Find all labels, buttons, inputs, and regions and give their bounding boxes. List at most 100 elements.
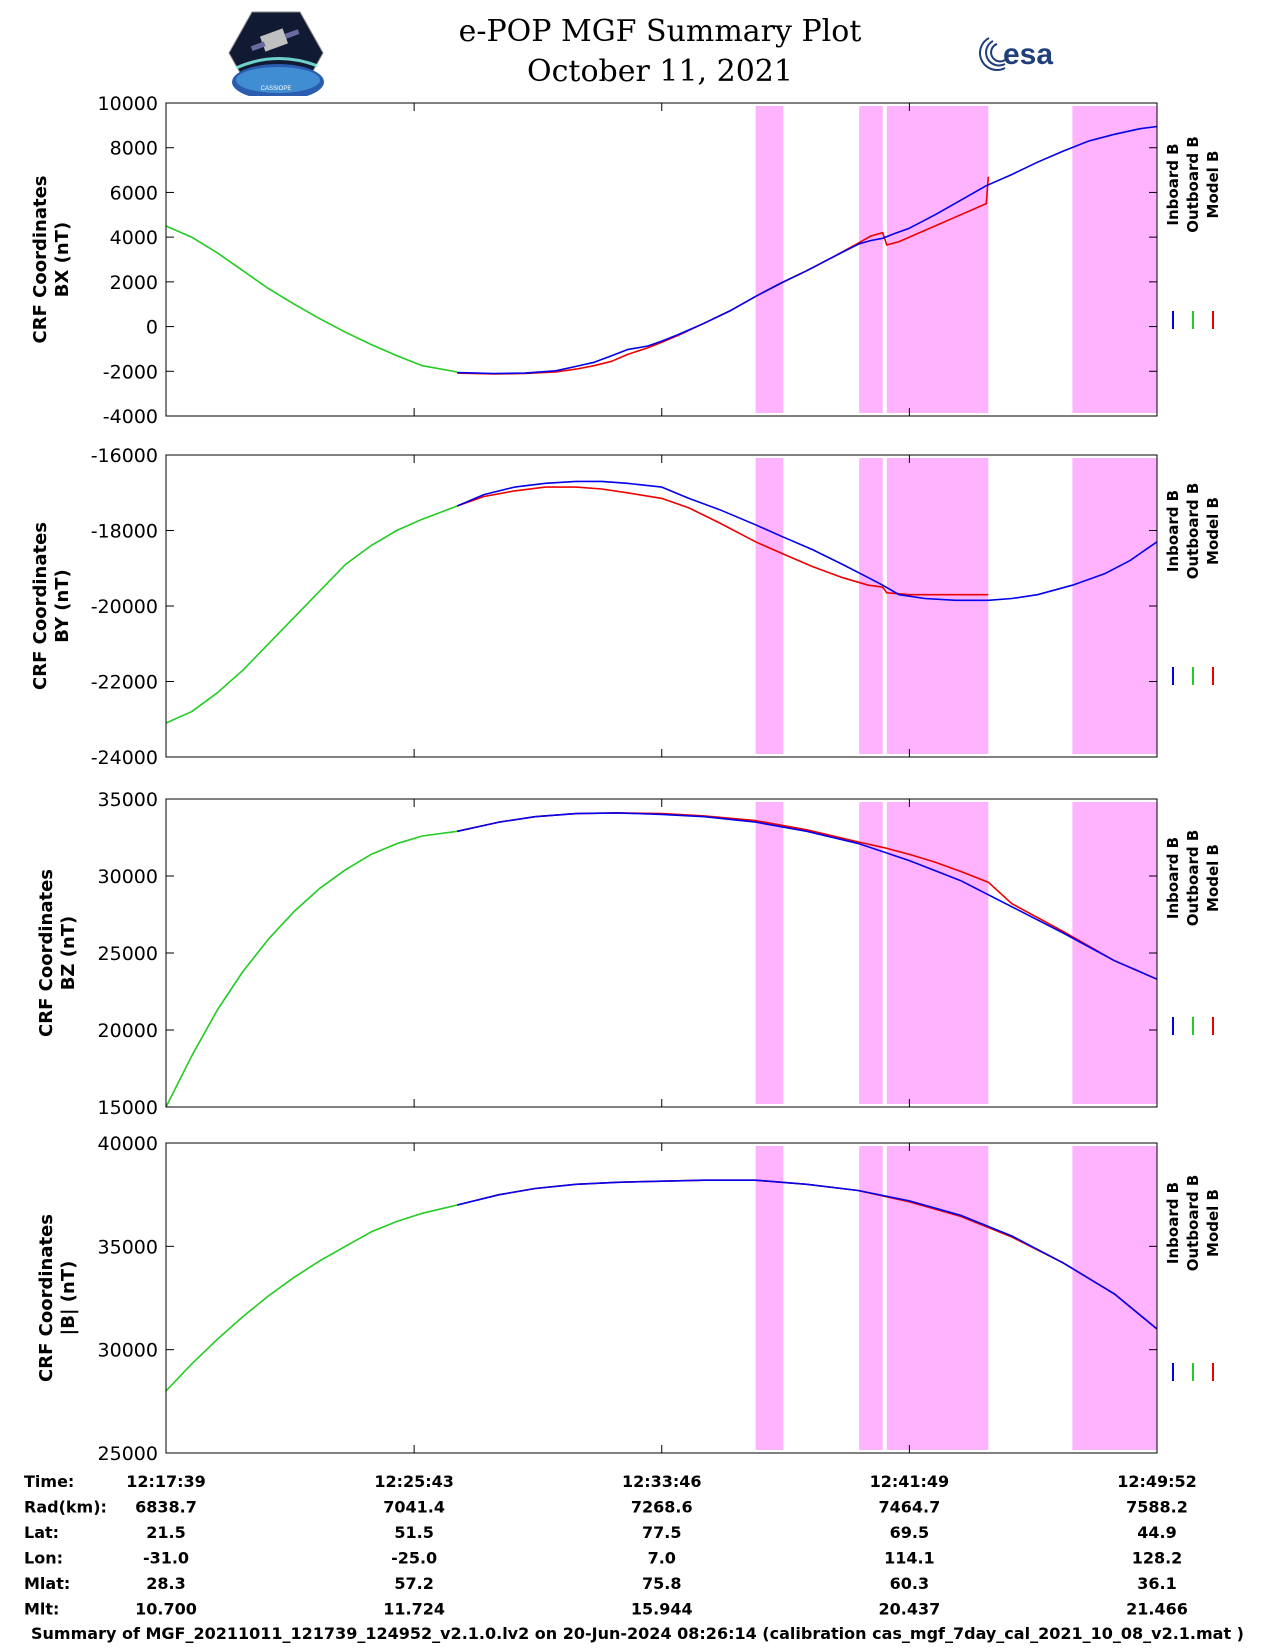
series-line-model-b [457, 812, 1158, 980]
ephemeris-value: 21.466 [1126, 1600, 1188, 1619]
legend-label: Outboard B [1184, 1175, 1202, 1272]
ephemeris-value: 114.1 [884, 1549, 935, 1568]
shaded-interval [1072, 1146, 1157, 1450]
series-line-model-b [457, 1179, 1158, 1330]
y-tick-label: 30000 [98, 866, 158, 888]
ephemeris-value: 15.944 [631, 1600, 693, 1619]
series-line-inboard-b [457, 1179, 1158, 1330]
ephemeris-value: -31.0 [143, 1549, 189, 1568]
legend-label: Outboard B [1184, 136, 1202, 233]
y-axis-label: CRF Coordinates [36, 869, 57, 1037]
series-line-outboard-b [165, 505, 458, 724]
legend-label: Model B [1204, 497, 1222, 565]
legend-label: Inboard B [1164, 837, 1182, 919]
y-tick-label: 0 [146, 317, 158, 339]
y-axis-label: CRF Coordinates [30, 522, 51, 690]
y-tick-label: 20000 [98, 1020, 158, 1042]
ephemeris-value: 7041.4 [383, 1498, 445, 1517]
plot-date: October 11, 2021 [527, 54, 793, 89]
shaded-interval [755, 1146, 784, 1450]
axes-frame [165, 454, 1158, 758]
shaded-interval [1072, 458, 1157, 754]
shaded-interval [755, 802, 784, 1104]
shaded-interval [859, 106, 883, 413]
y-tick-label: 15000 [98, 1097, 158, 1119]
svg-text:esa: esa [1003, 38, 1053, 71]
y-tick-label: -22000 [91, 672, 158, 694]
ephemeris-value: 44.9 [1137, 1523, 1176, 1542]
footer-caption: Summary of MGF_20211011_121739_124952_v2… [31, 1624, 1244, 1643]
ephemeris-value: 69.5 [890, 1523, 929, 1542]
y-axis-label: BZ (nT) [58, 916, 79, 991]
ephemeris-value: 12:25:43 [374, 1472, 454, 1491]
ephemeris-row-label: Lat: [24, 1523, 59, 1542]
ephemeris-value: 12:17:39 [126, 1472, 206, 1491]
ephemeris-value: 7464.7 [879, 1498, 941, 1517]
shaded-interval [859, 1146, 883, 1450]
ephemeris-value: 60.3 [890, 1574, 929, 1593]
panel-3: 15000 20000 25000 30000 35000 CRF Coordinates… [36, 789, 1222, 1119]
plot-title: e-POP MGF Summary Plot [458, 14, 862, 49]
y-tick-label: 2000 [110, 272, 158, 294]
ephemeris-value: 6838.7 [135, 1498, 197, 1517]
legend-label: Model B [1204, 1189, 1222, 1257]
y-tick-label: 40000 [98, 1133, 158, 1155]
y-tick-label: -20000 [91, 596, 158, 618]
series-line-inboard-b [457, 812, 1158, 980]
esa-logo: esa [975, 30, 1095, 76]
shaded-interval [886, 802, 989, 1104]
ephemeris-value: 7268.6 [631, 1498, 693, 1517]
y-tick-label: 10000 [98, 93, 158, 115]
y-axis-label: |B| (nT) [58, 1261, 79, 1336]
y-axis-label: CRF Coordinates [36, 1214, 57, 1382]
shaded-interval [1072, 106, 1157, 413]
ephemeris-value: 128.2 [1132, 1549, 1183, 1568]
ephemeris-value: 20.437 [879, 1600, 941, 1619]
ephemeris-value: 36.1 [1137, 1574, 1176, 1593]
ephemeris-row-label: Lon: [24, 1549, 63, 1568]
y-tick-label: -4000 [103, 406, 158, 428]
y-tick-label: 30000 [98, 1340, 158, 1362]
ephemeris-value: 12:41:49 [870, 1472, 950, 1491]
series-line-outboard-b [165, 830, 458, 1108]
ephemeris-value: 75.8 [642, 1574, 681, 1593]
y-tick-label: 25000 [98, 943, 158, 965]
shaded-interval [886, 106, 989, 413]
y-tick-label: 6000 [110, 182, 158, 204]
ephemeris-row-label: Rad(km): [24, 1498, 107, 1517]
legend-label: Inboard B [1164, 490, 1182, 572]
series-line-inboard-b [457, 125, 1158, 375]
ephemeris-value: 51.5 [394, 1523, 433, 1542]
ephemeris-value: 28.3 [146, 1574, 185, 1593]
shaded-interval [886, 1146, 989, 1450]
legend-label: Model B [1204, 844, 1222, 912]
ephemeris-value: 10.700 [135, 1600, 197, 1619]
y-tick-label: 35000 [98, 789, 158, 811]
ephemeris-row-label: Mlat: [24, 1574, 70, 1593]
legend-label: Model B [1204, 151, 1222, 219]
y-tick-label: -18000 [91, 521, 158, 543]
y-axis-label: BY (nT) [52, 569, 73, 643]
panel-2: -24000 -22000 -20000 -18000 -16000 CRF Coordi… [30, 445, 1222, 769]
y-tick-label: 25000 [98, 1443, 158, 1465]
ephemeris-value: -25.0 [391, 1549, 437, 1568]
ephemeris-value: 12:49:52 [1117, 1472, 1197, 1491]
ephemeris-value: 11.724 [383, 1600, 445, 1619]
panel-1: -4000 -2000 0 2000 4000 6000 8000 10000 CRF Coor… [30, 93, 1222, 428]
shaded-interval [1072, 802, 1157, 1104]
ephemeris-value: 77.5 [642, 1523, 681, 1542]
y-tick-label: 4000 [110, 227, 158, 249]
y-tick-label: -24000 [91, 747, 158, 769]
shaded-interval [859, 802, 883, 1104]
series-line-model-b [456, 486, 989, 596]
legend-label: Outboard B [1184, 830, 1202, 927]
cassiope-logo-text: CASSIOPE [261, 86, 292, 92]
ephemeris-value: 12:33:46 [622, 1472, 702, 1491]
series-line-inboard-b [456, 480, 1158, 602]
series-line-outboard-b [165, 1204, 458, 1392]
legend-label: Inboard B [1164, 1182, 1182, 1264]
axes-frame [165, 102, 1158, 417]
shaded-interval [886, 458, 989, 754]
